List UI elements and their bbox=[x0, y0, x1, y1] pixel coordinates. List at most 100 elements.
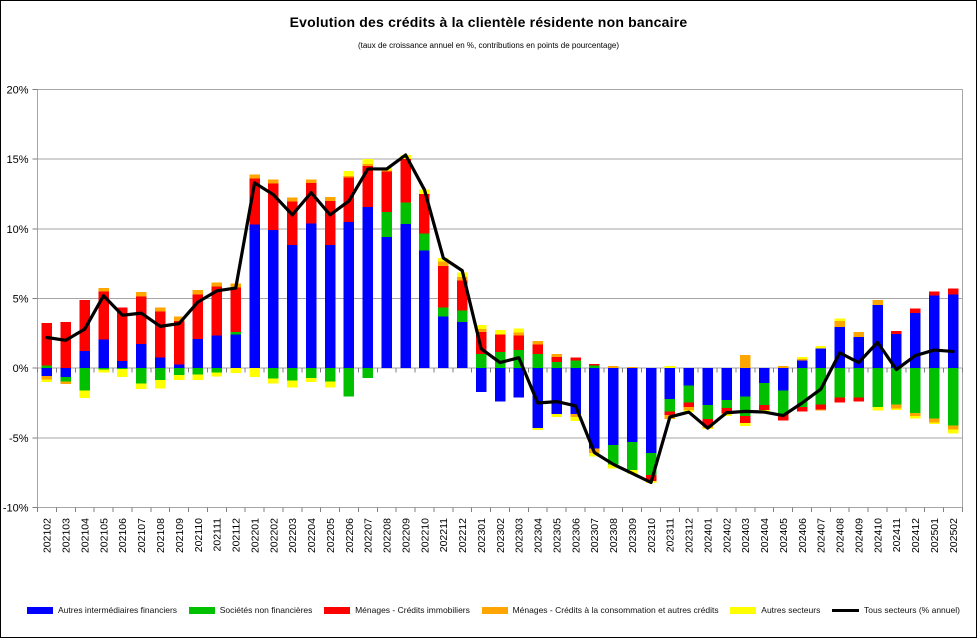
svg-text:202203: 202203 bbox=[287, 518, 299, 553]
svg-text:202105: 202105 bbox=[98, 518, 110, 553]
svg-text:202412: 202412 bbox=[910, 518, 922, 553]
legend-label: Ménages - Crédits à la consommation et a… bbox=[512, 605, 719, 615]
bars bbox=[41, 154, 959, 484]
bar-202110 bbox=[192, 290, 204, 381]
svg-text:202301: 202301 bbox=[476, 518, 488, 553]
svg-text:202306: 202306 bbox=[570, 518, 582, 553]
bar-202109 bbox=[173, 316, 185, 381]
bar-202406 bbox=[796, 357, 808, 412]
bar-202402 bbox=[721, 368, 732, 417]
svg-text:202104: 202104 bbox=[79, 518, 91, 553]
x-axis-labels: 202102 202103 202104 202105 202106 202107 2021… bbox=[42, 518, 960, 553]
bar-202204 bbox=[305, 179, 317, 383]
legend-label: Tous secteurs (% annuel) bbox=[864, 605, 960, 615]
legend-label: Autres intermédiaires financiers bbox=[58, 605, 178, 615]
legend-item: Sociétés non financières bbox=[188, 605, 312, 615]
svg-text:202209: 202209 bbox=[400, 518, 412, 553]
y-axis-labels: 20% 15% 10% 5% 0% -5% -10% bbox=[3, 85, 29, 515]
svg-text:202501: 202501 bbox=[929, 518, 941, 553]
svg-text:202208: 202208 bbox=[382, 518, 394, 553]
svg-text:5%: 5% bbox=[13, 294, 29, 306]
svg-text:202211: 202211 bbox=[438, 518, 450, 552]
bar-202410 bbox=[872, 299, 883, 411]
legend-item: Autres secteurs bbox=[730, 605, 820, 615]
svg-text:202302: 202302 bbox=[495, 518, 507, 553]
bar-202201 bbox=[249, 174, 260, 378]
svg-text:202312: 202312 bbox=[684, 518, 696, 553]
svg-text:202102: 202102 bbox=[42, 518, 54, 553]
bar-202405 bbox=[777, 366, 789, 421]
svg-text:10%: 10% bbox=[6, 224, 28, 236]
svg-text:202406: 202406 bbox=[797, 518, 809, 553]
bar-202106 bbox=[117, 307, 128, 378]
legend-box-swatch-icon bbox=[481, 606, 508, 614]
svg-text:202311: 202311 bbox=[665, 518, 677, 552]
svg-text:202106: 202106 bbox=[117, 518, 129, 553]
gridlines bbox=[37, 89, 963, 508]
svg-text:202109: 202109 bbox=[174, 518, 186, 553]
svg-text:202304: 202304 bbox=[533, 518, 545, 553]
bar-202401 bbox=[702, 368, 713, 429]
svg-text:202206: 202206 bbox=[344, 518, 356, 553]
bar-202211 bbox=[438, 258, 449, 369]
svg-text:20%: 20% bbox=[6, 85, 28, 97]
bar-202306 bbox=[570, 357, 581, 422]
svg-text:202108: 202108 bbox=[155, 518, 167, 553]
svg-text:202201: 202201 bbox=[249, 518, 261, 553]
svg-text:15%: 15% bbox=[6, 154, 28, 166]
bar-202308 bbox=[608, 366, 619, 469]
bar-202404 bbox=[759, 368, 770, 413]
svg-text:0%: 0% bbox=[13, 363, 29, 375]
svg-text:202103: 202103 bbox=[61, 518, 73, 553]
bar-202108 bbox=[154, 307, 166, 389]
bar-202205 bbox=[324, 196, 336, 388]
legend-box-swatch-icon bbox=[730, 606, 757, 614]
svg-text:202212: 202212 bbox=[457, 518, 469, 553]
bar-202102 bbox=[41, 322, 53, 383]
bar-202409 bbox=[853, 331, 864, 402]
y-axis-ticks bbox=[32, 89, 38, 508]
chart-title: Evolution des crédits à la clientèle rés… bbox=[289, 14, 688, 30]
bar-202111 bbox=[211, 282, 223, 377]
bar-202107 bbox=[136, 292, 147, 390]
svg-text:202110: 202110 bbox=[193, 518, 205, 552]
chart-legend: Autres intermédiaires financiers Sociétés… bbox=[27, 600, 960, 620]
bar-202403 bbox=[740, 354, 751, 426]
svg-text:202403: 202403 bbox=[740, 518, 752, 553]
bar-202203 bbox=[287, 197, 298, 388]
svg-text:202112: 202112 bbox=[231, 518, 243, 552]
svg-text:202410: 202410 bbox=[872, 518, 884, 553]
bar-202112 bbox=[230, 283, 241, 374]
bar-202104 bbox=[79, 299, 90, 399]
svg-text:202404: 202404 bbox=[759, 518, 771, 553]
chart-subtitle: (taux de croissance annuel en %, contrib… bbox=[357, 41, 620, 50]
svg-text:202402: 202402 bbox=[721, 518, 733, 553]
legend-line-swatch-icon bbox=[832, 608, 860, 612]
bar-202305 bbox=[551, 354, 562, 417]
bar-202304 bbox=[532, 340, 544, 431]
legend-label: Autres secteurs bbox=[761, 605, 821, 615]
bar-202302 bbox=[494, 329, 506, 402]
category-ticks bbox=[37, 368, 963, 512]
legend-item: Ménages - Crédits immobiliers bbox=[324, 605, 470, 615]
bar-202209 bbox=[400, 154, 411, 369]
svg-text:202210: 202210 bbox=[419, 518, 431, 553]
bar-202408 bbox=[834, 318, 846, 403]
svg-text:202308: 202308 bbox=[608, 518, 620, 553]
bar-202207 bbox=[362, 159, 374, 378]
legend-item: Ménages - Crédits à la consommation et a… bbox=[481, 605, 719, 615]
svg-text:202409: 202409 bbox=[853, 518, 865, 553]
bar-202412 bbox=[910, 308, 921, 419]
bar-202502 bbox=[947, 288, 959, 434]
svg-text:202205: 202205 bbox=[325, 518, 337, 553]
svg-text:202405: 202405 bbox=[778, 518, 790, 553]
svg-text:202111: 202111 bbox=[212, 518, 224, 552]
bar-202312 bbox=[683, 368, 695, 413]
svg-text:202204: 202204 bbox=[306, 518, 318, 553]
bar-202103 bbox=[60, 322, 72, 385]
svg-text:202303: 202303 bbox=[514, 518, 526, 553]
total-line bbox=[45, 153, 955, 485]
svg-text:202411: 202411 bbox=[891, 518, 903, 552]
svg-text:-10%: -10% bbox=[3, 503, 29, 515]
